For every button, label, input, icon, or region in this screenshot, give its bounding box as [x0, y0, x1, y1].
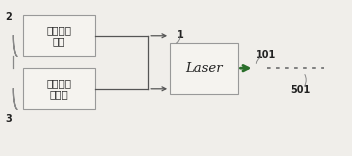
FancyBboxPatch shape — [170, 43, 238, 94]
Text: 调制信号
发生器: 调制信号 发生器 — [46, 78, 71, 100]
Text: 3: 3 — [5, 114, 12, 124]
FancyBboxPatch shape — [23, 68, 95, 109]
Text: 1: 1 — [177, 30, 183, 40]
Text: 直流偏置
电路: 直流偏置 电路 — [46, 25, 71, 46]
Text: Laser: Laser — [185, 62, 222, 75]
Text: 501: 501 — [290, 85, 310, 95]
Text: 2: 2 — [5, 12, 12, 22]
FancyBboxPatch shape — [23, 15, 95, 56]
Text: 101: 101 — [256, 50, 277, 60]
